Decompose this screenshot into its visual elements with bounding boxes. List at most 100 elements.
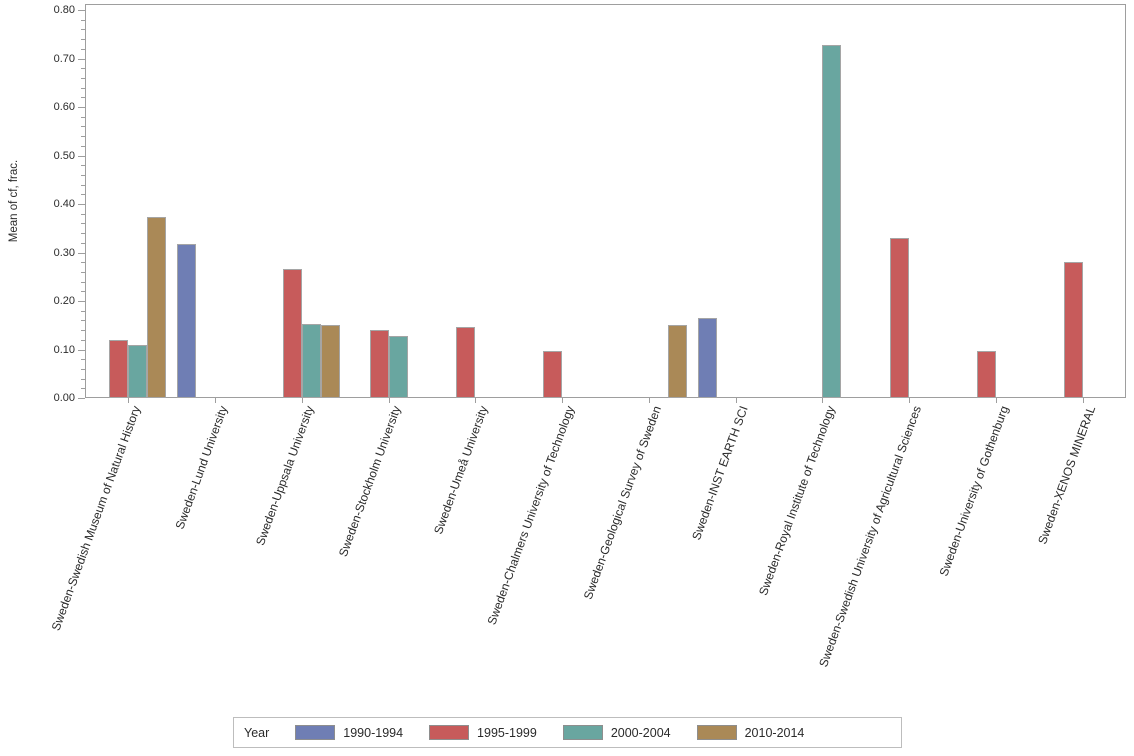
x-axis-label-text: Sweden-Stockholm University <box>336 404 404 559</box>
x-tick <box>475 398 477 403</box>
y-minor-tick <box>81 339 85 341</box>
y-minor-tick <box>81 116 85 118</box>
x-axis-label-text: Sweden-XENOS MINERAL <box>1034 404 1098 547</box>
y-minor-tick <box>81 281 85 283</box>
x-tick <box>301 398 303 403</box>
y-minor-tick <box>81 19 85 21</box>
y-minor-tick <box>81 126 85 128</box>
y-tick-label: 0.10 <box>53 343 75 356</box>
y-tick <box>78 301 85 302</box>
bar <box>697 318 717 398</box>
y-tick-label: 0.20 <box>53 295 75 307</box>
y-minor-tick <box>81 291 85 293</box>
y-minor-tick <box>81 368 85 370</box>
bar <box>282 269 302 398</box>
bar <box>320 325 340 398</box>
bar <box>543 351 563 398</box>
y-axis-title: Mean of cf, frac. <box>8 159 20 243</box>
y-tick <box>78 155 85 157</box>
legend-label: 2010-2014 <box>744 725 805 740</box>
bar <box>822 45 842 398</box>
y-minor-tick <box>81 378 85 380</box>
y-tick-label: 0.00 <box>53 392 75 404</box>
y-minor-tick <box>81 242 85 244</box>
legend-entry: 2000-2004 <box>562 725 671 740</box>
y-minor-tick <box>81 213 85 215</box>
y-minor-tick <box>81 262 85 264</box>
legend-entry: 2010-2014 <box>696 725 805 740</box>
x-tick <box>735 398 737 403</box>
y-tick <box>78 107 85 108</box>
y-minor-tick <box>81 271 85 273</box>
y-minor-tick <box>81 174 85 176</box>
y-minor-tick <box>81 136 85 138</box>
x-axis-label-text: Sweden-Swedish University of Agricultura… <box>816 404 925 669</box>
legend-label: 1990-1994 <box>343 725 404 740</box>
y-tick <box>78 10 85 11</box>
x-tick <box>995 398 997 403</box>
y-minor-tick <box>81 194 85 196</box>
y-minor-tick <box>81 184 85 186</box>
legend-swatch <box>562 725 603 740</box>
x-axis-label-text: Sweden-INST EARTH SCI <box>689 404 751 542</box>
x-axis-label-text: Sweden-Umeå University <box>431 404 491 537</box>
y-minor-tick <box>81 165 85 167</box>
y-minor-tick <box>81 48 85 50</box>
y-minor-tick <box>81 68 85 70</box>
legend-title: Year <box>244 725 270 740</box>
y-tick-label: 0.50 <box>53 149 75 162</box>
y-tick <box>78 58 85 60</box>
x-tick <box>1082 398 1084 403</box>
bar <box>890 238 910 398</box>
x-tick <box>388 398 390 403</box>
y-minor-tick <box>81 77 85 79</box>
y-minor-tick <box>81 223 85 225</box>
x-tick <box>648 398 650 403</box>
x-tick <box>822 398 824 403</box>
x-axis-label-text: Sweden-Swedish Museum of Natural History <box>48 404 144 633</box>
legend-swatch <box>696 725 737 740</box>
legend: Year 1990-1994 1995-1999 2000-2004 2010-201… <box>233 717 902 748</box>
x-axis-label-text: Sweden-Uppsala University <box>253 404 318 548</box>
bar <box>369 330 389 398</box>
y-tick-label: 0.70 <box>53 52 75 65</box>
x-tick <box>215 398 217 403</box>
bar <box>1063 262 1083 398</box>
x-axis-label-text: Sweden-Lund University <box>172 404 231 532</box>
x-axis-label-text: Sweden-Royal Institute of Technology <box>755 404 838 598</box>
y-tick-label: 0.60 <box>53 101 75 113</box>
y-minor-tick <box>81 87 85 89</box>
legend-label: 2000-2004 <box>610 725 671 740</box>
legend-entry: 1990-1994 <box>295 725 403 740</box>
y-minor-tick <box>81 388 85 390</box>
plot-frame <box>85 4 1126 398</box>
bar <box>667 325 687 398</box>
y-minor-tick <box>81 359 85 361</box>
bar <box>128 345 148 398</box>
y-minor-tick <box>81 320 85 322</box>
y-minor-tick <box>81 330 85 332</box>
y-minor-tick <box>81 310 85 312</box>
bar <box>109 340 129 398</box>
x-axis-label-text: Sweden-Chalmers University of Technology <box>484 404 578 627</box>
y-tick-label: 0.30 <box>53 246 75 259</box>
bar <box>301 324 321 398</box>
bar <box>456 327 476 398</box>
bar <box>147 217 167 398</box>
y-tick <box>78 398 85 399</box>
legend-swatch <box>295 725 336 740</box>
y-tick <box>78 204 85 205</box>
x-tick <box>562 398 564 403</box>
y-minor-tick <box>81 39 85 41</box>
bar <box>388 336 408 398</box>
legend-entry: 1995-1999 <box>429 725 537 740</box>
bar <box>177 244 197 398</box>
x-axis-label-text: Sweden-University of Gothenburg <box>936 404 1012 579</box>
x-tick <box>128 398 130 403</box>
y-minor-tick <box>81 233 85 235</box>
legend-label: 1995-1999 <box>477 725 537 740</box>
y-minor-tick <box>81 29 85 31</box>
y-tick-label: 0.80 <box>53 4 75 16</box>
y-tick <box>78 349 85 351</box>
